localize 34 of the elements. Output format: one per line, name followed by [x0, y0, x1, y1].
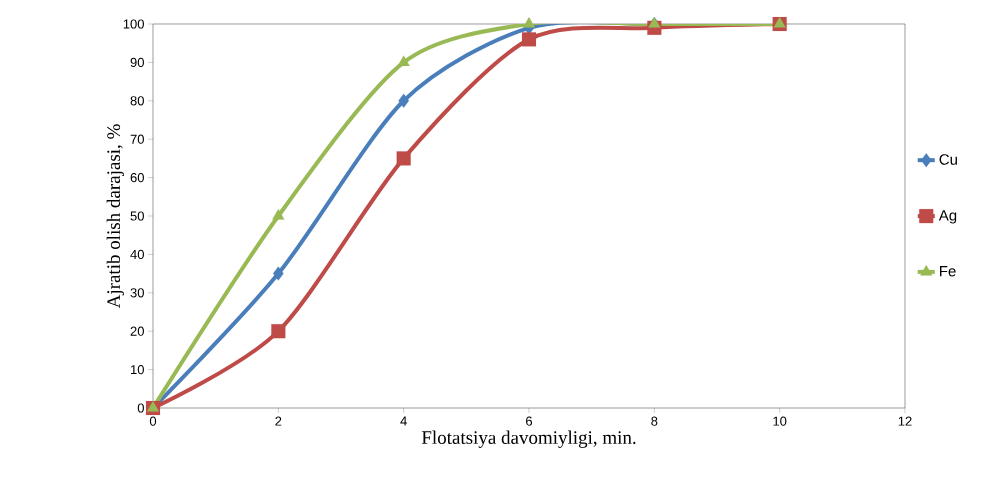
point [521, 32, 537, 47]
legend-label: Fe [940, 265, 956, 277]
point [273, 266, 284, 281]
y-tick-label: 90 [130, 57, 144, 67]
point [272, 208, 285, 220]
y-tick-label: 100 [123, 19, 144, 29]
point [522, 16, 536, 28]
y-tick-label: 70 [130, 134, 144, 144]
x-tick-label: 12 [898, 416, 912, 426]
y-tick-label: 50 [130, 211, 144, 221]
legend-label: Cu [939, 154, 957, 165]
point [398, 93, 409, 108]
x-tick-label: 4 [400, 416, 407, 426]
y-tick-label: 30 [130, 288, 144, 298]
y-tick-label: 60 [130, 172, 144, 183]
point [397, 55, 410, 66]
x-tick-label: 8 [651, 416, 658, 426]
x-axis-title: Flotatsiya davomiyligi, min. [421, 430, 636, 448]
point [271, 324, 286, 339]
point [648, 16, 661, 28]
y-tick-label: 80 [130, 96, 144, 106]
y-tick-label: 0 [137, 403, 144, 413]
y-tick-label: 20 [130, 326, 144, 336]
point [146, 400, 160, 412]
x-tick-label: 2 [275, 416, 282, 426]
x-tick-label: 10 [773, 416, 787, 426]
x-tick-label: 0 [149, 416, 157, 426]
point [773, 16, 786, 28]
y-tick-label: 40 [130, 249, 144, 259]
y-tick-label: 10 [131, 365, 144, 375]
point [396, 151, 411, 166]
x-tick-label: 6 [526, 416, 533, 426]
y-axis-title: Ajratib olish darajasi, % [106, 124, 124, 309]
legend-label: Ag [938, 210, 957, 224]
